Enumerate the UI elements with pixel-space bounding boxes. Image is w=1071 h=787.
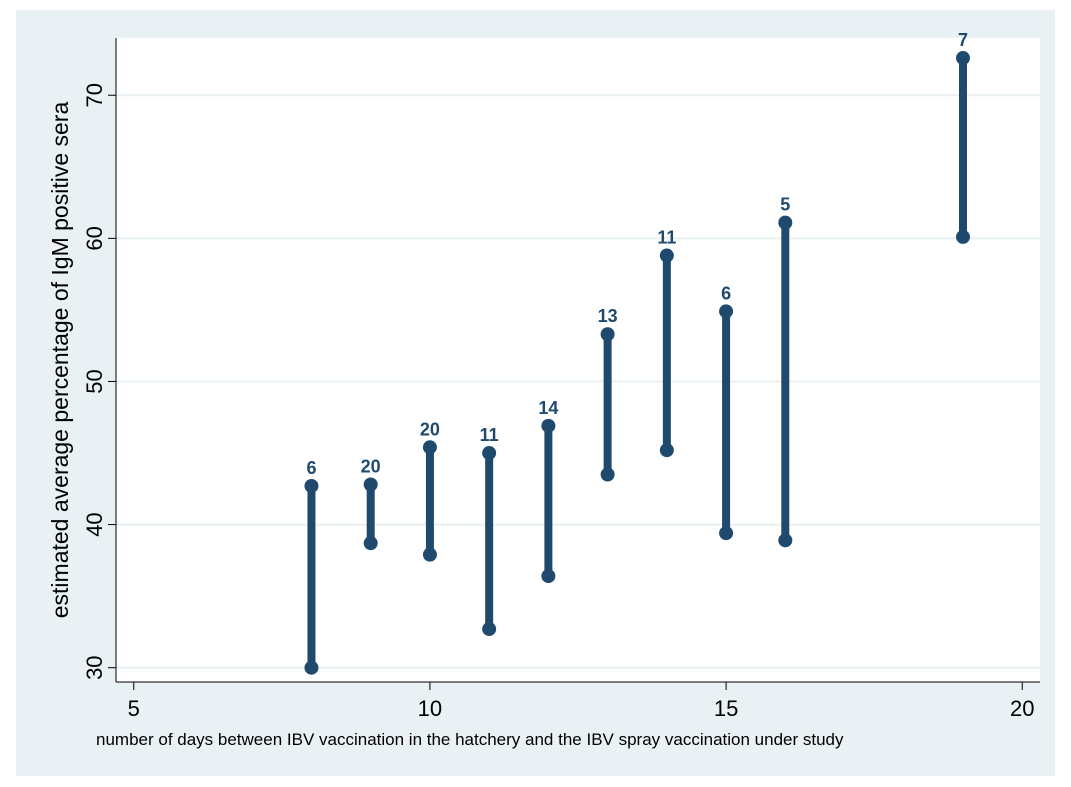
range-low-point-6 <box>659 443 674 458</box>
range-high-point-8 <box>778 215 793 230</box>
range-data-label-3: 11 <box>480 425 499 445</box>
y-tick-label-40: 40 <box>82 512 107 536</box>
range-low-point-9 <box>956 229 970 244</box>
x-axis-label: number of days between IBV vaccination i… <box>96 730 844 749</box>
x-axis-ticks: 5 10 15 20 <box>128 682 1034 721</box>
range-mark-3: 11 <box>480 425 499 637</box>
range-mark-2: 20 <box>420 419 440 562</box>
range-data-label-5: 13 <box>598 306 618 326</box>
range-mark-8: 5 <box>778 195 793 548</box>
plot-area <box>116 38 1040 682</box>
range-data-label-8: 5 <box>780 195 790 215</box>
range-low-point-4 <box>541 569 556 584</box>
range-data-label-2: 20 <box>420 419 440 439</box>
axes <box>115 38 1040 683</box>
range-low-point-8 <box>778 533 793 548</box>
range-low-point-2 <box>422 547 437 562</box>
range-high-point-2 <box>422 440 437 455</box>
y-tick-label-70: 70 <box>82 83 107 107</box>
y-tick-label-50: 50 <box>82 369 107 393</box>
x-tick-label-5: 5 <box>128 696 140 721</box>
range-mark-6: 11 <box>657 228 676 458</box>
range-high-point-5 <box>600 327 615 342</box>
range-marks: 6 20 20 11 14 13 11 6 5 7 <box>304 30 970 675</box>
range-high-point-3 <box>482 446 497 461</box>
range-data-label-0: 6 <box>306 458 316 478</box>
range-high-point-1 <box>363 477 378 492</box>
range-low-point-3 <box>482 622 497 637</box>
y-tick-label-30: 30 <box>82 655 107 679</box>
x-tick-label-10: 10 <box>418 696 442 721</box>
range-high-point-6 <box>659 248 674 263</box>
range-mark-1: 20 <box>361 457 381 551</box>
y-axis-label: estimated average percentage of IgM posi… <box>47 102 73 619</box>
range-low-point-7 <box>719 526 734 541</box>
range-low-point-1 <box>363 536 378 551</box>
range-data-label-6: 11 <box>657 228 676 248</box>
range-low-point-0 <box>304 660 319 675</box>
range-data-label-7: 6 <box>721 283 731 303</box>
range-high-point-0 <box>304 478 319 493</box>
y-tick-label-60: 60 <box>82 226 107 250</box>
range-mark-4: 14 <box>538 398 558 584</box>
range-mark-7: 6 <box>719 283 734 541</box>
range-high-point-7 <box>719 304 734 319</box>
range-data-label-1: 20 <box>361 457 381 477</box>
x-tick-label-20: 20 <box>1010 696 1034 721</box>
range-high-point-4 <box>541 418 556 433</box>
range-high-point-9 <box>956 51 970 66</box>
range-data-label-4: 14 <box>538 398 558 418</box>
x-tick-label-15: 15 <box>714 696 738 721</box>
range-mark-5: 13 <box>598 306 618 482</box>
range-low-point-5 <box>600 467 615 482</box>
range-mark-9: 7 <box>956 30 970 244</box>
range-data-label-9: 7 <box>958 30 968 50</box>
grid-lines <box>116 94 1040 669</box>
y-axis-ticks: 30 40 50 60 70 <box>82 83 116 680</box>
range-mark-0: 6 <box>304 458 319 675</box>
